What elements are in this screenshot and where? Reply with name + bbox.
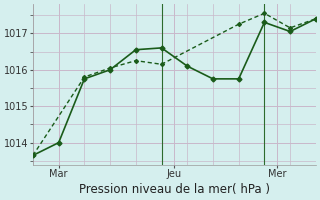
- X-axis label: Pression niveau de la mer( hPa ): Pression niveau de la mer( hPa ): [79, 183, 270, 196]
